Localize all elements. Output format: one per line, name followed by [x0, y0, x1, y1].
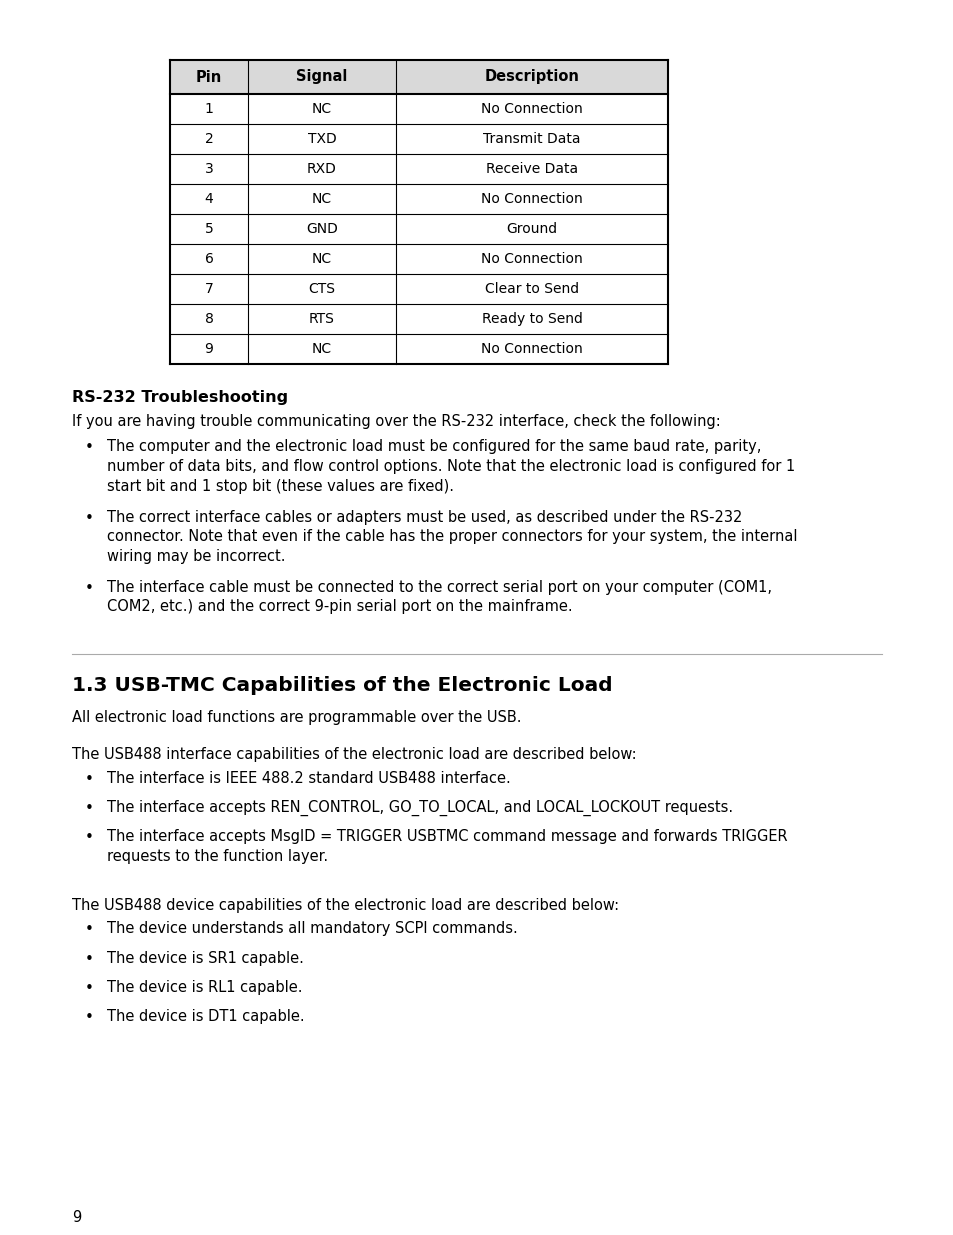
- Text: The device is DT1 capable.: The device is DT1 capable.: [107, 1009, 304, 1024]
- Text: No Connection: No Connection: [480, 252, 582, 266]
- Text: NC: NC: [312, 252, 332, 266]
- Text: 7: 7: [204, 282, 213, 296]
- Text: No Connection: No Connection: [480, 103, 582, 116]
- Text: Ground: Ground: [506, 222, 557, 236]
- Text: The interface accepts REN_CONTROL, GO_TO_LOCAL, and LOCAL_LOCKOUT requests.: The interface accepts REN_CONTROL, GO_TO…: [107, 800, 732, 816]
- Text: The correct interface cables or adapters must be used, as described under the RS: The correct interface cables or adapters…: [107, 510, 741, 525]
- Text: COM2, etc.) and the correct 9-pin serial port on the mainframe.: COM2, etc.) and the correct 9-pin serial…: [107, 599, 572, 614]
- Text: start bit and 1 stop bit (these values are fixed).: start bit and 1 stop bit (these values a…: [107, 478, 454, 494]
- Text: The device understands all mandatory SCPI commands.: The device understands all mandatory SCP…: [107, 921, 517, 936]
- Bar: [170, 333, 667, 364]
- Bar: [170, 245, 667, 274]
- Text: Ready to Send: Ready to Send: [481, 312, 582, 326]
- Text: •: •: [85, 1010, 93, 1025]
- Text: GND: GND: [306, 222, 337, 236]
- Text: NC: NC: [312, 191, 332, 206]
- Text: Signal: Signal: [296, 69, 347, 84]
- Text: The interface is IEEE 488.2 standard USB488 interface.: The interface is IEEE 488.2 standard USB…: [107, 771, 510, 785]
- Text: NC: NC: [312, 342, 332, 356]
- Text: 8: 8: [204, 312, 213, 326]
- Text: •: •: [85, 580, 93, 597]
- Text: 5: 5: [204, 222, 213, 236]
- Text: No Connection: No Connection: [480, 342, 582, 356]
- Text: requests to the function layer.: requests to the function layer.: [107, 848, 328, 864]
- Text: Pin: Pin: [195, 69, 222, 84]
- Text: 1: 1: [204, 103, 213, 116]
- Text: connector. Note that even if the cable has the proper connectors for your system: connector. Note that even if the cable h…: [107, 530, 797, 545]
- Text: •: •: [85, 511, 93, 526]
- Bar: [170, 61, 667, 94]
- Text: NC: NC: [312, 103, 332, 116]
- Bar: [170, 304, 667, 333]
- Text: 9: 9: [204, 342, 213, 356]
- Text: number of data bits, and flow control options. Note that the electronic load is : number of data bits, and flow control op…: [107, 459, 795, 474]
- Text: Receive Data: Receive Data: [485, 162, 578, 177]
- Bar: [170, 274, 667, 304]
- Text: 4: 4: [204, 191, 213, 206]
- Text: No Connection: No Connection: [480, 191, 582, 206]
- Text: RTS: RTS: [309, 312, 335, 326]
- Text: wiring may be incorrect.: wiring may be incorrect.: [107, 548, 285, 563]
- Text: TXD: TXD: [307, 132, 336, 146]
- Text: •: •: [85, 923, 93, 937]
- Bar: [170, 184, 667, 214]
- Text: •: •: [85, 802, 93, 816]
- Text: The interface accepts MsgID = TRIGGER USBTMC command message and forwards TRIGGE: The interface accepts MsgID = TRIGGER US…: [107, 830, 787, 845]
- Text: 6: 6: [204, 252, 213, 266]
- Text: 2: 2: [204, 132, 213, 146]
- Text: 9: 9: [71, 1210, 81, 1225]
- Text: If you are having trouble communicating over the RS-232 interface, check the fol: If you are having trouble communicating …: [71, 414, 720, 429]
- Text: 1.3 USB-TMC Capabilities of the Electronic Load: 1.3 USB-TMC Capabilities of the Electron…: [71, 676, 612, 695]
- Text: RS-232 Troubleshooting: RS-232 Troubleshooting: [71, 390, 288, 405]
- Text: The device is SR1 capable.: The device is SR1 capable.: [107, 951, 304, 966]
- Text: The USB488 device capabilities of the electronic load are described below:: The USB488 device capabilities of the el…: [71, 898, 618, 913]
- Bar: [170, 214, 667, 245]
- Bar: [170, 124, 667, 154]
- Text: Transmit Data: Transmit Data: [483, 132, 580, 146]
- Text: CTS: CTS: [308, 282, 335, 296]
- Text: Description: Description: [484, 69, 578, 84]
- Text: All electronic load functions are programmable over the USB.: All electronic load functions are progra…: [71, 710, 521, 725]
- Text: Clear to Send: Clear to Send: [484, 282, 578, 296]
- Text: •: •: [85, 772, 93, 787]
- Text: RXD: RXD: [307, 162, 336, 177]
- Text: The device is RL1 capable.: The device is RL1 capable.: [107, 979, 302, 995]
- Text: •: •: [85, 952, 93, 967]
- Text: •: •: [85, 441, 93, 456]
- Text: The interface cable must be connected to the correct serial port on your compute: The interface cable must be connected to…: [107, 580, 771, 595]
- Text: The computer and the electronic load must be configured for the same baud rate, : The computer and the electronic load mus…: [107, 440, 760, 454]
- Text: •: •: [85, 981, 93, 995]
- Bar: [170, 94, 667, 124]
- Text: •: •: [85, 830, 93, 846]
- Text: 3: 3: [204, 162, 213, 177]
- Bar: [170, 154, 667, 184]
- Text: The USB488 interface capabilities of the electronic load are described below:: The USB488 interface capabilities of the…: [71, 747, 636, 762]
